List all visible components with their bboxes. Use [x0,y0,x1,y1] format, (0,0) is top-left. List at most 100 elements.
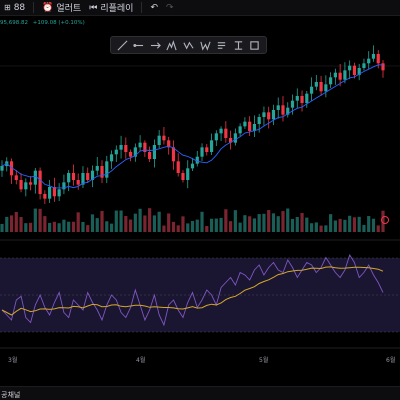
arrow-icon [150,41,161,49]
volume-bar [157,211,161,232]
drawing-toolbar [110,36,267,54]
bottom-label: 공채널 [1,391,21,399]
candle-body [71,173,76,180]
fib-tool[interactable] [165,39,178,52]
volume-bar [86,225,90,232]
candle-body [76,180,80,185]
volume-bar [271,213,276,232]
rsi-ma-line [1,266,384,316]
time-label-jun: 6월 [386,357,396,364]
volume-bar [162,225,166,232]
volume-bar [57,223,61,232]
volume-bar [67,221,71,232]
volume-bar [324,225,328,232]
fib-icon [166,39,178,50]
rect-tool[interactable] [248,39,261,52]
bottom-panel: 공채널 [0,386,400,400]
volume-bar [176,225,180,232]
candle-body [348,65,352,71]
candle-body [200,147,204,157]
volume-bar [276,216,280,232]
trendline-tool[interactable] [116,39,129,52]
alert-button[interactable]: ⏰ 얼러트 [38,0,85,16]
volume-bar [71,221,76,232]
volume-bar [305,217,309,232]
candle-body [314,82,318,87]
arrow-tool[interactable] [149,39,162,52]
volume-bar [314,222,318,232]
undo-button[interactable]: ↶ [146,0,162,16]
candle-body [33,170,37,185]
volume-bar [238,222,242,232]
candle-body [24,182,28,190]
candle-body [271,110,276,120]
candle-body [309,86,314,94]
volume-bar [362,224,366,232]
volume-bar [76,212,80,232]
zigzag-tool[interactable] [182,39,195,52]
text-tool[interactable] [215,39,228,52]
volume-bar [14,211,18,232]
volume-bar [28,222,33,232]
replay-button[interactable]: ⏮ 리플레이 [85,0,137,16]
top-toolbar: ⊞ 88 ⏰ 얼러트 ⏮ 리플레이 ↶ ↷ [0,0,400,16]
volume-bar [181,216,185,232]
volume-bar [100,210,104,232]
volume-bar [343,219,347,232]
candle-body [229,138,233,143]
candle-body [248,121,252,131]
rewind-icon: ⏮ [89,2,98,13]
volume-bar [286,208,290,232]
layout-button[interactable]: ⊞ 88 [0,0,29,16]
measure-icon [234,40,242,50]
candle-body [52,187,56,197]
candle-body [329,77,333,85]
trendline-icon [117,40,128,50]
volume-bar [200,211,204,232]
candle-body [205,147,209,152]
volume-bar [167,213,171,232]
redo-button[interactable]: ↷ [162,0,178,16]
candle-body [105,161,109,178]
candle-body [148,152,152,159]
volume-bar [138,208,142,232]
price-readout: 95,698.82 +109.08 (+0.10%) [0,20,85,26]
hline-tool[interactable] [132,39,145,52]
candle-body [143,142,147,152]
measure-tool[interactable] [232,39,245,52]
volume-bar [24,223,28,232]
volume-bar [124,216,128,232]
candle-body [300,96,304,103]
volume-bar [19,217,23,232]
candle-body [367,58,371,64]
candle-body [338,72,342,80]
volume-bar [333,220,337,232]
candle-body [362,63,366,68]
volume-bar [243,215,247,232]
volume-bar [9,215,14,232]
candle-body [90,170,95,180]
volume-bar [48,222,52,232]
volume-bar [171,221,176,232]
replay-label: 리플레이 [100,4,134,14]
volume-bar [5,216,9,232]
volume-bar [148,208,152,232]
undo-icon: ↶ [150,2,158,13]
candle-body [81,173,85,185]
volume-bar [81,221,85,232]
volume-bar [281,211,285,232]
moving-average-line [1,64,383,189]
candle-body [0,166,4,171]
time-label-apr: 4월 [136,357,146,364]
wave-tool[interactable] [199,39,212,52]
volume-bar [195,219,199,232]
time-label-mar: 3월 [8,357,18,364]
volume-bar [224,209,228,232]
volume-bar [0,223,4,232]
volume-bar [143,215,147,232]
volume-bar [329,214,333,232]
volume-bar [248,216,252,232]
volume-settings-icon[interactable] [381,216,389,224]
volume-bar [105,221,109,232]
price-chart[interactable] [0,0,400,386]
